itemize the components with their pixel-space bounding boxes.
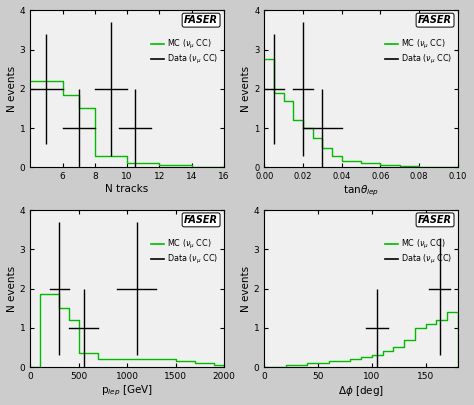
Y-axis label: N events: N events [7, 66, 17, 112]
Legend: MC ($\nu_\mu$ CC), Data ($\nu_\mu$ CC): MC ($\nu_\mu$ CC), Data ($\nu_\mu$ CC) [385, 238, 452, 266]
X-axis label: N tracks: N tracks [106, 184, 149, 194]
Y-axis label: N events: N events [7, 266, 17, 312]
Text: FASER: FASER [184, 215, 218, 225]
X-axis label: p$_{lep}$ [GeV]: p$_{lep}$ [GeV] [101, 384, 153, 398]
Legend: MC ($\nu_\mu$ CC), Data ($\nu_\mu$ CC): MC ($\nu_\mu$ CC), Data ($\nu_\mu$ CC) [152, 238, 218, 266]
Legend: MC ($\nu_\mu$ CC), Data ($\nu_\mu$ CC): MC ($\nu_\mu$ CC), Data ($\nu_\mu$ CC) [385, 38, 452, 66]
Text: FASER: FASER [184, 15, 218, 25]
Text: FASER: FASER [418, 215, 452, 225]
X-axis label: $\Delta\phi$ [deg]: $\Delta\phi$ [deg] [338, 384, 384, 398]
Y-axis label: N events: N events [241, 66, 251, 112]
Text: FASER: FASER [418, 15, 452, 25]
Y-axis label: N events: N events [241, 266, 251, 312]
Legend: MC ($\nu_\mu$ CC), Data ($\nu_\mu$ CC): MC ($\nu_\mu$ CC), Data ($\nu_\mu$ CC) [152, 38, 218, 66]
X-axis label: tan$\theta_{lep}$: tan$\theta_{lep}$ [343, 184, 379, 198]
